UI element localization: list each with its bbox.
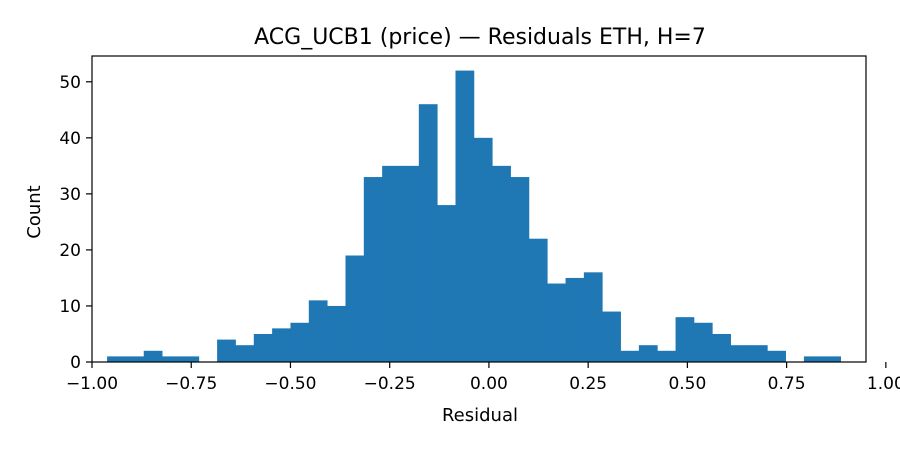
histogram-bar bbox=[510, 177, 530, 362]
x-tick-label: 0.50 bbox=[668, 374, 706, 394]
x-tick-label: −0.25 bbox=[364, 374, 416, 394]
histogram-bar bbox=[327, 305, 346, 362]
y-axis-label: Count bbox=[24, 185, 45, 238]
histogram-bar bbox=[675, 317, 695, 362]
x-tick-label: −0.75 bbox=[165, 374, 217, 394]
histogram-bar bbox=[308, 300, 328, 362]
plot-frame bbox=[91, 55, 867, 363]
x-axis-label: Residual bbox=[442, 405, 518, 426]
histogram-bar bbox=[492, 165, 511, 362]
x-tick-label: −1.00 bbox=[66, 374, 118, 394]
histogram-bar bbox=[547, 283, 566, 362]
histogram-bar bbox=[620, 350, 640, 362]
histogram-bar bbox=[657, 350, 676, 362]
histogram-bar bbox=[528, 238, 548, 362]
y-tick-label: 10 bbox=[59, 297, 81, 317]
histogram-bar bbox=[162, 356, 181, 362]
y-tick-label: 50 bbox=[59, 73, 81, 93]
x-tick-label: 0.00 bbox=[470, 374, 508, 394]
x-axis-ticks: −1.00 −0.75 −0.50 −0.25 0.00 0.25 0.50 0.75 1.00 bbox=[66, 362, 900, 394]
y-tick-label: 0 bbox=[70, 353, 81, 373]
histogram-bar bbox=[565, 277, 585, 362]
histogram-bar bbox=[730, 345, 750, 362]
x-tick-label: 1.00 bbox=[867, 374, 900, 394]
y-tick-label: 30 bbox=[59, 185, 81, 205]
y-tick-label: 40 bbox=[59, 129, 81, 149]
histogram-bar bbox=[418, 104, 438, 362]
histogram-bar bbox=[583, 272, 603, 362]
x-tick-label: 0.25 bbox=[569, 374, 607, 394]
histogram-bar bbox=[272, 328, 291, 362]
histogram-bar bbox=[107, 356, 126, 362]
chart-title: ACG_UCB1 (price) — Residuals ETH, H=7 bbox=[254, 25, 706, 50]
x-tick-label: 0.75 bbox=[768, 374, 806, 394]
histogram-bar bbox=[437, 205, 456, 362]
histogram-bar bbox=[693, 322, 713, 362]
bars-layer bbox=[107, 70, 841, 363]
histogram-bar bbox=[143, 350, 163, 362]
histogram-bar bbox=[767, 350, 786, 362]
histogram-bar bbox=[748, 345, 768, 362]
histogram-bar bbox=[180, 356, 200, 362]
y-axis-ticks: 0 10 20 30 40 50 bbox=[59, 73, 92, 373]
histogram-bar bbox=[363, 177, 383, 362]
histogram-bar bbox=[602, 311, 621, 362]
histogram-bar bbox=[822, 356, 841, 362]
histogram-bar bbox=[473, 137, 493, 362]
histogram-bar bbox=[125, 356, 145, 362]
histogram-bar bbox=[235, 345, 255, 362]
histogram-bar bbox=[290, 322, 310, 362]
histogram-bar bbox=[382, 165, 401, 362]
histogram-bar bbox=[345, 255, 365, 362]
histogram-bar bbox=[712, 333, 731, 362]
x-tick-label: −0.50 bbox=[264, 374, 316, 394]
histogram-bar bbox=[400, 165, 420, 362]
histogram-bar bbox=[253, 333, 273, 362]
histogram-bar bbox=[217, 339, 236, 362]
histogram-bar bbox=[638, 345, 658, 362]
y-tick-label: 20 bbox=[59, 241, 81, 261]
histogram-bar bbox=[455, 70, 475, 363]
histogram-bar bbox=[803, 356, 823, 362]
